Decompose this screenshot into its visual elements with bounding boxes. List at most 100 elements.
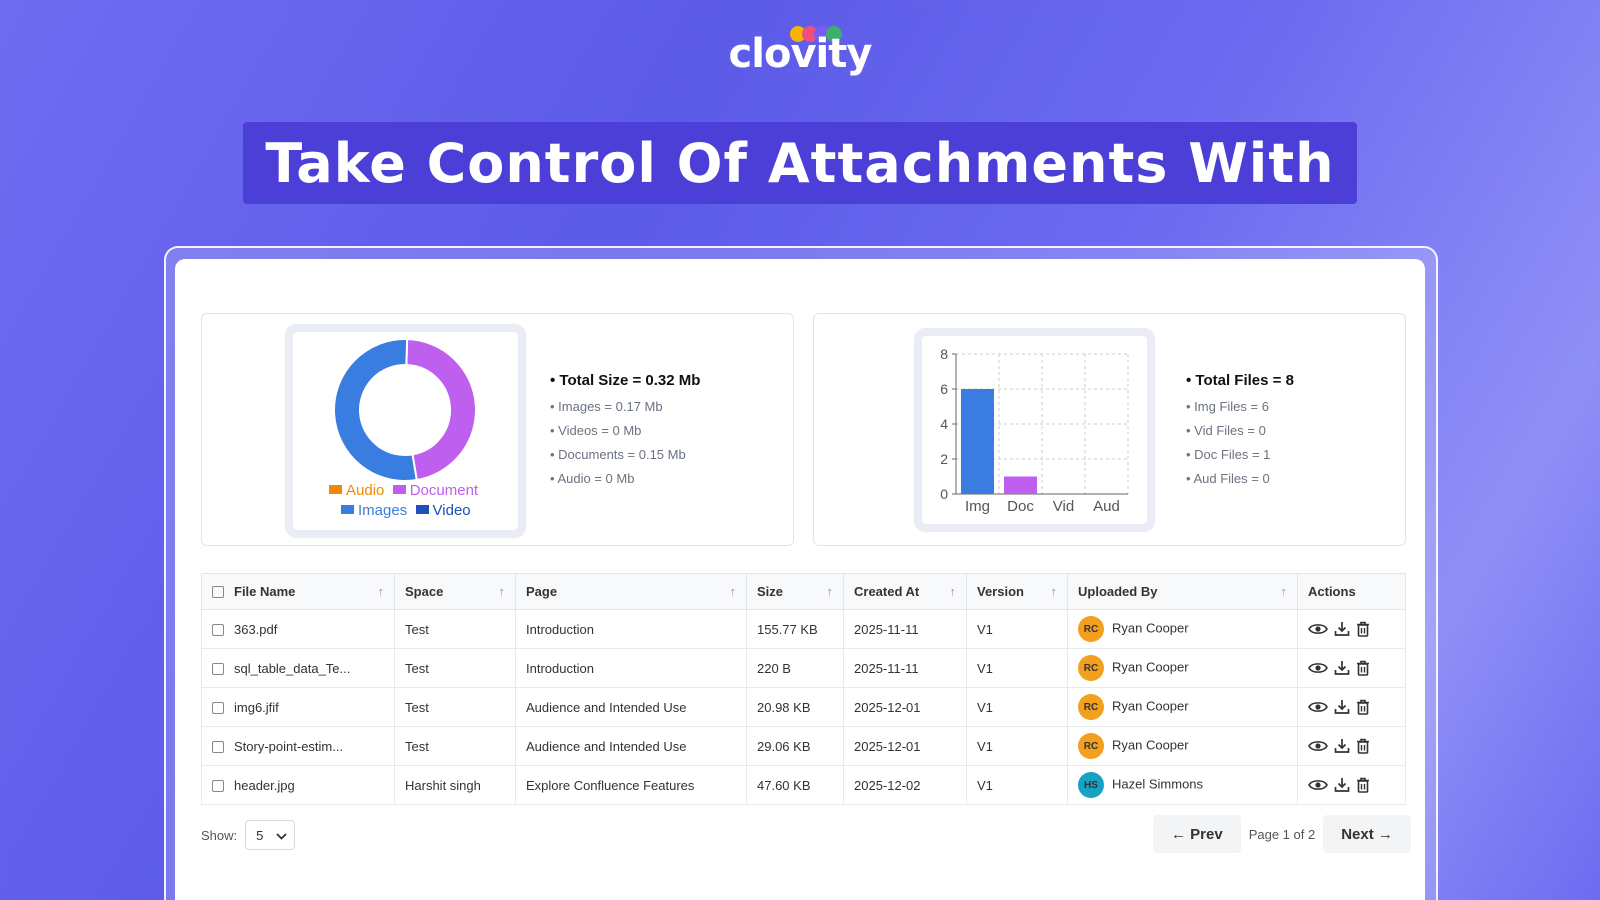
stat-aud-files: Aud Files = 0 bbox=[1186, 467, 1294, 491]
row-checkbox[interactable] bbox=[212, 662, 224, 675]
donut-slice-document bbox=[405, 338, 477, 482]
download-icon[interactable] bbox=[1334, 621, 1350, 637]
cell-file-name[interactable]: 363.pdf bbox=[201, 609, 395, 649]
cell-actions bbox=[1297, 648, 1406, 688]
cell-actions bbox=[1297, 687, 1406, 727]
y-tick-label: 2 bbox=[940, 451, 948, 467]
cell-uploaded-by: RC Ryan Cooper bbox=[1067, 609, 1298, 649]
cell-actions bbox=[1297, 726, 1406, 766]
col-version[interactable]: Version ↑ bbox=[966, 573, 1068, 610]
headline-banner: Take Control Of Attachments With bbox=[243, 122, 1357, 204]
cell-page: Explore Confluence Features bbox=[515, 765, 747, 805]
table-row[interactable]: header.jpg Harshit singh Explore Confluenc… bbox=[201, 765, 1406, 805]
size-stats: Total Size = 0.32 Mb Images = 0.17 Mb Vi… bbox=[550, 369, 700, 491]
sort-arrow-icon[interactable]: ↑ bbox=[949, 584, 957, 599]
cell-size: 29.06 KB bbox=[746, 726, 844, 766]
cell-uploaded-by: RC Ryan Cooper bbox=[1067, 687, 1298, 727]
cell-space: Test bbox=[394, 609, 516, 649]
sort-arrow-icon[interactable]: ↑ bbox=[826, 584, 834, 599]
view-icon[interactable] bbox=[1308, 661, 1328, 675]
cell-version: V1 bbox=[966, 726, 1068, 766]
cell-version: V1 bbox=[966, 609, 1068, 649]
download-icon[interactable] bbox=[1334, 777, 1350, 793]
x-tick-label: Img bbox=[965, 498, 990, 515]
sort-arrow-icon[interactable]: ↑ bbox=[1280, 584, 1288, 599]
sort-arrow-icon[interactable]: ↑ bbox=[377, 584, 385, 599]
trash-icon[interactable] bbox=[1356, 699, 1370, 716]
prev-button[interactable]: ← Prev bbox=[1153, 815, 1241, 853]
x-tick-label: Vid bbox=[1053, 498, 1074, 515]
view-icon[interactable] bbox=[1308, 739, 1328, 753]
page-info: Page 1 of 2 bbox=[1248, 826, 1316, 842]
view-icon[interactable] bbox=[1308, 622, 1328, 636]
y-tick-label: 8 bbox=[940, 346, 948, 362]
cell-actions bbox=[1297, 609, 1406, 649]
col-actions: Actions bbox=[1297, 573, 1406, 610]
cell-file-name[interactable]: img6.jfif bbox=[201, 687, 395, 727]
cell-version: V1 bbox=[966, 765, 1068, 805]
cell-space: Harshit singh bbox=[394, 765, 516, 805]
cell-page: Audience and Intended Use bbox=[515, 687, 747, 727]
cell-created-at: 2025-12-01 bbox=[843, 726, 967, 766]
sort-arrow-icon[interactable]: ↑ bbox=[729, 584, 737, 599]
view-icon[interactable] bbox=[1308, 700, 1328, 714]
col-uploaded-by[interactable]: Uploaded By ↑ bbox=[1067, 573, 1298, 610]
cell-size: 20.98 KB bbox=[746, 687, 844, 727]
cell-page: Introduction bbox=[515, 648, 747, 688]
download-icon[interactable] bbox=[1334, 660, 1350, 676]
stat-audio-size: Audio = 0 Mb bbox=[550, 467, 700, 491]
row-checkbox[interactable] bbox=[212, 779, 224, 792]
table-row[interactable]: Story-point-estim... Test Audience and Int… bbox=[201, 726, 1406, 766]
download-icon[interactable] bbox=[1334, 699, 1350, 715]
col-created-at[interactable]: Created At ↑ bbox=[843, 573, 967, 610]
table-row[interactable]: img6.jfif Test Audience and Intended Use 20… bbox=[201, 687, 1406, 727]
donut-legend: Audio Document Images Video bbox=[329, 482, 499, 519]
files-bar-chart: 0 2 4 6 8 Img Doc Vid Aud bbox=[922, 336, 1147, 524]
cell-file-name[interactable]: header.jpg bbox=[201, 765, 395, 805]
table-row[interactable]: 363.pdf Test Introduction 155.77 KB 2025-11-… bbox=[201, 609, 1406, 649]
trash-icon[interactable] bbox=[1356, 660, 1370, 677]
cell-space: Test bbox=[394, 726, 516, 766]
stat-images-size: Images = 0.17 Mb bbox=[550, 395, 700, 419]
download-icon[interactable] bbox=[1334, 738, 1350, 754]
row-checkbox[interactable] bbox=[212, 623, 224, 636]
col-space[interactable]: Space ↑ bbox=[394, 573, 516, 610]
avatar: RC bbox=[1078, 655, 1104, 681]
cell-file-name[interactable]: Story-point-estim... bbox=[201, 726, 395, 766]
cell-page: Introduction bbox=[515, 609, 747, 649]
cell-file-name[interactable]: sql_table_data_Te... bbox=[201, 648, 395, 688]
logo-dot bbox=[826, 26, 842, 42]
table-row[interactable]: sql_table_data_Te... Test Introduction 220 … bbox=[201, 648, 1406, 688]
logo-text: clovity bbox=[728, 31, 873, 77]
col-page[interactable]: Page ↑ bbox=[515, 573, 747, 610]
cell-created-at: 2025-12-01 bbox=[843, 687, 967, 727]
select-all-checkbox[interactable] bbox=[212, 586, 224, 598]
sort-arrow-icon[interactable]: ↑ bbox=[498, 584, 506, 599]
view-icon[interactable] bbox=[1308, 778, 1328, 792]
cell-size: 47.60 KB bbox=[746, 765, 844, 805]
cell-version: V1 bbox=[966, 648, 1068, 688]
page-size-select[interactable]: 5 bbox=[245, 820, 296, 850]
cell-size: 220 B bbox=[746, 648, 844, 688]
trash-icon[interactable] bbox=[1356, 621, 1370, 638]
row-checkbox[interactable] bbox=[212, 740, 224, 753]
donut-slice-images bbox=[333, 338, 418, 482]
donut-svg bbox=[333, 338, 477, 482]
cell-actions bbox=[1297, 765, 1406, 805]
next-button[interactable]: Next → bbox=[1323, 815, 1411, 853]
col-size[interactable]: Size ↑ bbox=[746, 573, 844, 610]
trash-icon[interactable] bbox=[1356, 738, 1370, 755]
cell-page: Audience and Intended Use bbox=[515, 726, 747, 766]
sort-arrow-icon[interactable]: ↑ bbox=[1050, 584, 1058, 599]
col-file-name[interactable]: File Name ↑ bbox=[201, 573, 395, 610]
stat-vid-files: Vid Files = 0 bbox=[1186, 419, 1294, 443]
attachments-table: File Name ↑ Space ↑ Page ↑ Size ↑ Created At… bbox=[201, 573, 1406, 805]
row-checkbox[interactable] bbox=[212, 701, 224, 714]
page-size-value: 5 bbox=[256, 827, 264, 843]
trash-icon[interactable] bbox=[1356, 777, 1370, 794]
chevron-down-icon bbox=[276, 828, 287, 843]
cell-created-at: 2025-11-11 bbox=[843, 609, 967, 649]
legend-video: Video bbox=[415, 502, 471, 519]
cell-uploaded-by: HS Hazel Simmons bbox=[1067, 765, 1298, 805]
cell-space: Test bbox=[394, 648, 516, 688]
